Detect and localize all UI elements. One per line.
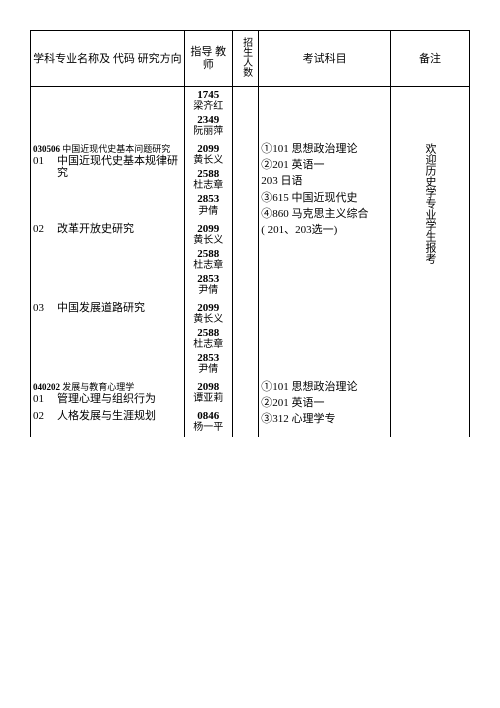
pre-advisors: 1745梁齐红 2349阮丽萍 xyxy=(184,87,232,142)
cat1-header: 030506 中国近现代史基本问题研究 01中国近现代史基本规律研究 2099黄… xyxy=(31,141,470,220)
cat2-exam: ①101 思想政治理论 ②201 英语一 ③312 心理学专 xyxy=(259,379,391,437)
cat2-header: 040202 发展与教育心理学 01管理心理与组织行为 2098谭亚莉 ①101… xyxy=(31,379,470,408)
cat2-title: 040202 发展与教育心理学 01管理心理与组织行为 xyxy=(31,379,185,408)
cat1-note: 欢迎历史学专业学生报考 xyxy=(390,141,469,379)
cat1-dir1-adv: 2099黄长义 2588杜志章 2853尹倩 xyxy=(184,141,232,220)
cat1-exam: ①101 思想政治理论 ②201 英语一 203 日语 ③615 中国近现代史 … xyxy=(259,141,391,379)
cat2-note xyxy=(390,379,469,437)
header-note: 备注 xyxy=(390,31,469,87)
cat1-title: 030506 中国近现代史基本问题研究 01中国近现代史基本规律研究 xyxy=(31,141,185,220)
cat2-dir2-adv: 0846杨一平 xyxy=(184,408,232,437)
cat1-dir2-adv: 2099黄长义 2588杜志章 2853尹倩 xyxy=(184,221,232,300)
header-exam: 考试科目 xyxy=(259,31,391,87)
header-advisor: 指导 教师 xyxy=(184,31,232,87)
pre-row: 1745梁齐红 2349阮丽萍 xyxy=(31,87,470,142)
header-quota: 招生人数 xyxy=(232,31,258,87)
cat2-dir1-adv: 2098谭亚莉 xyxy=(184,379,232,408)
header-row: 学科专业名称及 代码 研究方向 指导 教师 招生人数 考试科目 备注 xyxy=(31,31,470,87)
header-major: 学科专业名称及 代码 研究方向 xyxy=(31,31,185,87)
cat1-dir3-adv: 2099黄长义 2588杜志章 2853尹倩 xyxy=(184,300,232,379)
